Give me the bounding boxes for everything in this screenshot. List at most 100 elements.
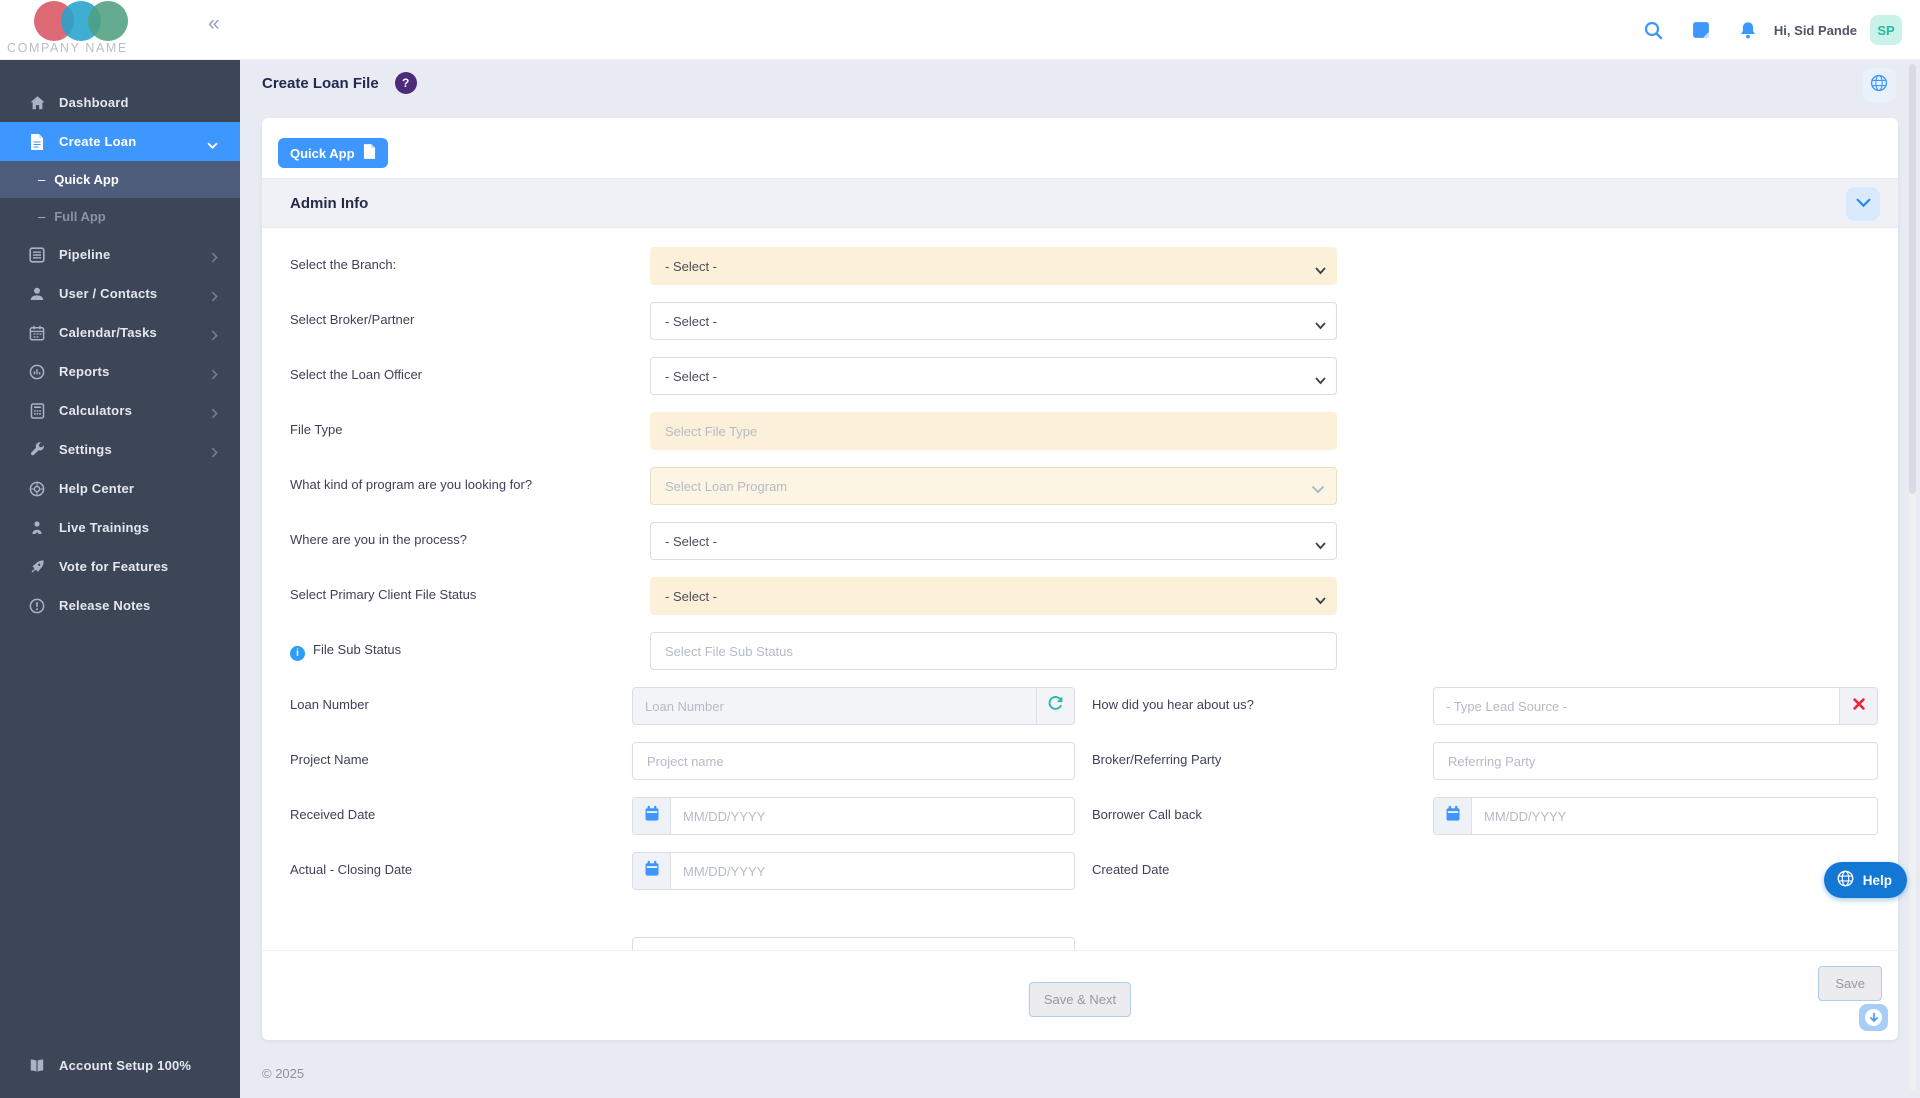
sub-status-input[interactable]	[650, 632, 1337, 670]
form-row-clipped	[290, 937, 1870, 950]
chevron-right-icon	[211, 367, 218, 385]
broker-select[interactable]: - Select -	[650, 302, 1337, 340]
save-next-button[interactable]: Save & Next	[1028, 982, 1132, 1017]
sidebar-collapse-icon[interactable]: «	[208, 12, 220, 35]
sidebar-item-pipeline[interactable]: Pipeline	[0, 235, 240, 274]
lead-source-input[interactable]	[1434, 688, 1839, 724]
broker-label: Select Broker/Partner	[290, 312, 415, 327]
sidebar-item-dashboard[interactable]: Dashboard	[0, 83, 240, 122]
loan-number-input[interactable]	[633, 688, 1036, 724]
created-date-label: Created Date	[1092, 862, 1170, 877]
save-button[interactable]: Save	[1818, 966, 1882, 1001]
sidebar-nav: Dashboard Create Loan – Quick App – Full…	[0, 60, 240, 625]
refresh-loan-number-button[interactable]	[1036, 688, 1074, 724]
branch-label: Select the Branch:	[290, 257, 397, 272]
calendar-picker-button[interactable]	[1434, 798, 1472, 834]
sidebar-item-vote-for-features[interactable]: Vote for Features	[0, 547, 240, 586]
section-collapse-button[interactable]	[1846, 187, 1880, 221]
copyright: © 2025	[262, 1066, 305, 1081]
notes-icon[interactable]	[1691, 20, 1711, 40]
admin-info-section-header[interactable]: Admin Info	[262, 178, 1898, 228]
clipped-row-label	[290, 937, 632, 947]
sidebar-item-help-center[interactable]: Help Center	[0, 469, 240, 508]
calendar-icon	[644, 805, 660, 827]
sidebar-item-label: Release Notes	[59, 598, 151, 613]
sidebar-item-reports[interactable]: Reports	[0, 352, 240, 391]
primary-status-label: Select Primary Client File Status	[290, 587, 477, 602]
loan-number-label: Loan Number	[290, 697, 369, 712]
referring-party-input[interactable]	[1433, 742, 1878, 780]
sidebar-item-full-app[interactable]: – Full App	[0, 198, 240, 235]
search-icon[interactable]	[1644, 20, 1664, 40]
branch-select[interactable]: - Select -	[650, 247, 1337, 285]
sidebar-item-label: Calculators	[59, 403, 133, 418]
sidebar-item-label: Full App	[54, 209, 106, 224]
file-type-label: File Type	[290, 422, 343, 437]
form-row-project-referring: Project Name Broker/Referring Party	[290, 742, 1878, 780]
calendar-picker-button[interactable]	[633, 798, 671, 834]
borrower-callback-input[interactable]	[1472, 798, 1877, 834]
calendar-icon	[28, 324, 46, 342]
sidebar-item-create-loan[interactable]: Create Loan	[0, 122, 240, 161]
file-type-input[interactable]	[650, 412, 1337, 450]
sidebar-item-settings[interactable]: Settings	[0, 430, 240, 469]
avatar[interactable]: SP	[1870, 15, 1902, 45]
exclamation-circle-icon	[28, 597, 46, 615]
received-date-input[interactable]	[671, 798, 1074, 834]
clipped-row-input[interactable]	[632, 937, 1075, 950]
company-name: COMPANY NAME	[7, 41, 128, 55]
sidebar-item-quick-app[interactable]: – Quick App	[0, 161, 240, 198]
calendar-icon	[644, 860, 660, 882]
primary-status-select[interactable]: - Select -	[650, 577, 1337, 615]
chevron-down-icon	[207, 137, 218, 155]
presenter-icon	[28, 519, 46, 537]
wrench-icon	[28, 441, 46, 459]
sidebar-item-release-notes[interactable]: Release Notes	[0, 586, 240, 625]
process-select[interactable]: - Select -	[650, 522, 1337, 560]
clear-lead-source-button[interactable]	[1839, 688, 1877, 724]
project-name-label: Project Name	[290, 752, 369, 767]
bell-icon[interactable]	[1738, 20, 1758, 40]
chevron-down-icon	[1856, 195, 1871, 213]
help-question-icon[interactable]: ?	[394, 72, 417, 94]
loan-program-dropdown[interactable]: Select Loan Program	[650, 467, 1337, 505]
sidebar-item-live-trainings[interactable]: Live Trainings	[0, 508, 240, 547]
top-bar-right: Hi, Sid Pande SP	[1617, 0, 1902, 60]
refresh-icon	[1047, 695, 1064, 717]
sidebar-item-label: Reports	[59, 364, 110, 379]
scroll-down-button[interactable]	[1859, 1004, 1888, 1031]
loan-officer-select[interactable]: - Select -	[650, 357, 1337, 395]
sidebar-item-calculators[interactable]: Calculators	[0, 391, 240, 430]
sub-item-dash: –	[38, 172, 46, 187]
quick-app-label: Quick App	[290, 145, 355, 161]
quick-app-button[interactable]: Quick App	[278, 138, 388, 168]
info-icon[interactable]: i	[290, 646, 305, 661]
help-button[interactable]: Help	[1823, 862, 1907, 898]
scrollbar-thumb[interactable]	[1909, 64, 1916, 494]
user-greeting: Hi, Sid Pande	[1773, 22, 1857, 38]
closing-date-input[interactable]	[671, 853, 1074, 889]
sidebar-item-label: Account Setup 100%	[59, 1058, 192, 1073]
lifebuoy-icon	[28, 480, 46, 498]
sidebar: Dashboard Create Loan – Quick App – Full…	[0, 60, 240, 1098]
globe-button[interactable]	[1862, 68, 1896, 102]
company-logo: COMPANY NAME	[0, 0, 240, 60]
sidebar-item-calendar-tasks[interactable]: Calendar/Tasks	[0, 313, 240, 352]
sidebar-item-user-contacts[interactable]: User / Contacts	[0, 274, 240, 313]
sidebar-item-label: Pipeline	[59, 247, 111, 262]
referring-party-label: Broker/Referring Party	[1092, 752, 1222, 767]
reports-chart-icon	[28, 363, 46, 381]
calendar-picker-button[interactable]	[633, 853, 671, 889]
page-scrollbar[interactable]	[1909, 64, 1916, 1090]
project-name-input[interactable]	[632, 742, 1075, 780]
help-label: Help	[1862, 872, 1892, 888]
section-title: Admin Info	[290, 194, 369, 212]
form-row-file-type: File Type	[290, 412, 1870, 450]
form-row-primary-status: Select Primary Client File Status - Sele…	[290, 577, 1870, 615]
sidebar-item-account-setup[interactable]: Account Setup 100%	[0, 1046, 240, 1085]
sub-status-label: i File Sub Status	[290, 632, 650, 661]
form-row-sub-status: i File Sub Status	[290, 632, 1870, 670]
sub-status-label-text: File Sub Status	[313, 642, 402, 657]
closing-date-label: Actual - Closing Date	[290, 862, 413, 877]
borrower-callback-label: Borrower Call back	[1092, 807, 1202, 822]
